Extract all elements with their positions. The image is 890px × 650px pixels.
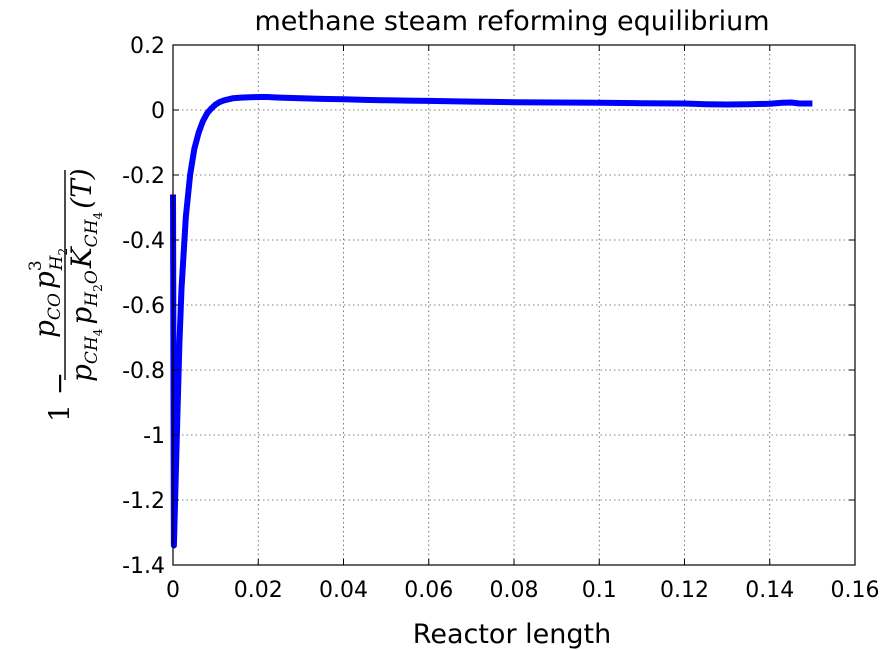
y-label-den-k: K [65,245,98,269]
y-tick-label: -1 [143,424,165,449]
y-label-num-p2: p [28,271,61,289]
x-axis-label: Reactor length [413,619,611,650]
x-tick-label: 0.06 [404,578,453,603]
x-tick-label: 0.14 [745,578,794,603]
y-label-den-sub-o: O [82,270,102,284]
y-label-num-sub-co: CO [45,293,65,320]
y-tick-label: -0.4 [122,229,165,254]
y-tick-label: -1.2 [122,489,165,514]
y-label-denominator: pCH4pH2OKCH4(T) [65,168,105,382]
y-axis-label: 1 − pCOp3H2 pCH4pH2OKCH4(T) [26,168,105,422]
y-label-den-sub-4b: 4 [91,211,105,219]
y-label-num-sub-2: 2 [56,248,70,256]
y-label-den-sub-ch2: CH [82,218,102,247]
y-label-den-p1: p [65,364,98,382]
series-line [170,94,813,549]
series-layer [170,94,813,549]
y-tick-label: -0.8 [122,359,165,384]
x-tick-label: 0.04 [319,578,368,603]
x-tick-label: 0.16 [831,578,880,603]
x-tick-label: 0.1 [582,578,617,603]
y-label-den-sub-ch: CH [82,335,102,364]
y-tick-label: -0.6 [122,294,165,319]
x-tick-label: 0 [166,578,180,603]
y-tick-label: -0.2 [122,164,165,189]
y-label-num-sup-3: 3 [26,260,46,271]
y-label-den-p2: p [65,307,98,325]
y-tick-label: -1.4 [122,554,165,579]
y-label-num-p1: p [28,320,61,338]
y-label-num-sub-h: H [47,254,67,271]
y-label-den-sub-4a: 4 [91,328,105,336]
x-tick-label: 0.02 [234,578,283,603]
y-label-den-arg: (T) [65,168,98,209]
grid [173,45,855,565]
y-label-den-sub-h: H [82,291,102,308]
y-tick-label: 0 [151,99,165,124]
y-axis-ticks: 0.2 0 -0.2 -0.4 -0.6 -0.8 -1 -1.2 -1.4 [122,34,855,579]
x-axis-ticks: 0 0.02 0.04 0.06 0.08 0.1 0.12 0.14 0.16 [166,45,879,603]
x-tick-label: 0.08 [490,578,539,603]
x-tick-label: 0.12 [660,578,709,603]
y-label-numerator: pCOp3H2 [26,248,70,338]
y-label-den-sub-2: 2 [91,284,105,292]
y-label-prefix: 1 − [43,372,76,422]
chart-title: methane steam reforming equilibrium [254,6,769,37]
y-tick-label: 0.2 [130,34,165,59]
